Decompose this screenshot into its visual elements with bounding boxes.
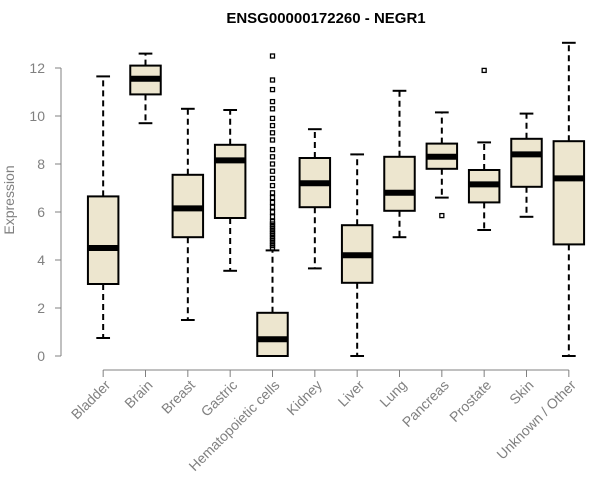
outlier-point xyxy=(269,199,276,206)
box-iqr xyxy=(86,195,120,285)
y-tick-label: 2 xyxy=(37,300,45,316)
outlier-point xyxy=(269,175,276,182)
y-tick-label: 12 xyxy=(29,60,45,76)
box-group xyxy=(129,52,162,125)
x-tick-label: Lung xyxy=(376,377,409,410)
y-tick-label: 8 xyxy=(37,156,45,172)
outlier-point xyxy=(269,204,276,210)
box-iqr xyxy=(510,137,543,188)
outlier-point xyxy=(269,77,276,83)
x-tick-label: Unknown / Other xyxy=(493,377,579,463)
x-tick-label: Prostate xyxy=(446,377,494,425)
chart-title: ENSG00000172260 - NEGR1 xyxy=(226,10,425,27)
outlier-point xyxy=(269,209,276,215)
box-iqr xyxy=(213,143,247,219)
outlier-point xyxy=(269,122,276,129)
box-group xyxy=(383,89,416,239)
y-tick-label: 4 xyxy=(37,252,45,268)
box-group xyxy=(552,41,586,357)
x-tick-label: Pancreas xyxy=(399,377,452,430)
outlier-point xyxy=(269,137,276,143)
box-group xyxy=(425,111,459,219)
outlier-point xyxy=(269,106,276,112)
outlier-point xyxy=(269,194,276,201)
x-tick-label: Brain xyxy=(121,377,155,411)
box-group xyxy=(171,107,205,321)
box-iqr xyxy=(383,155,416,212)
x-tick-label: Liver xyxy=(335,377,368,410)
box-iqr xyxy=(256,311,289,357)
box-series xyxy=(86,41,586,357)
box-group xyxy=(256,53,289,357)
outlier-point xyxy=(269,130,276,136)
box-group xyxy=(298,128,332,270)
outlier-point xyxy=(269,168,276,174)
outlier-point xyxy=(269,86,276,93)
box-group xyxy=(467,67,501,231)
x-tick-label: Skin xyxy=(506,377,537,408)
box-group xyxy=(340,153,374,357)
x-tick-label: Breast xyxy=(158,377,198,417)
outlier-point xyxy=(269,190,276,196)
outlier-point xyxy=(269,146,276,153)
y-tick-label: 0 xyxy=(37,348,45,364)
box-group xyxy=(86,75,120,339)
box-group xyxy=(213,109,247,272)
y-axis-label: Expression xyxy=(1,165,17,234)
outlier-point xyxy=(269,182,276,189)
outlier-point xyxy=(481,67,487,74)
y-axis-ticks: 0 2 4 6 8 10 12 xyxy=(29,60,61,364)
x-tick-label: Bladder xyxy=(68,377,114,423)
x-tick-label: Kidney xyxy=(283,377,325,419)
box-iqr xyxy=(552,140,586,246)
outlier-point xyxy=(439,212,445,219)
y-tick-label: 6 xyxy=(37,204,45,220)
outlier-point xyxy=(269,161,276,167)
outlier-point xyxy=(269,218,276,225)
y-tick-label: 10 xyxy=(29,108,45,124)
outlier-point xyxy=(269,53,276,59)
box-group xyxy=(510,112,543,218)
outlier-point xyxy=(269,98,276,105)
outlier-point xyxy=(269,214,276,220)
outlier-point xyxy=(269,115,276,122)
outlier-point xyxy=(269,154,276,160)
